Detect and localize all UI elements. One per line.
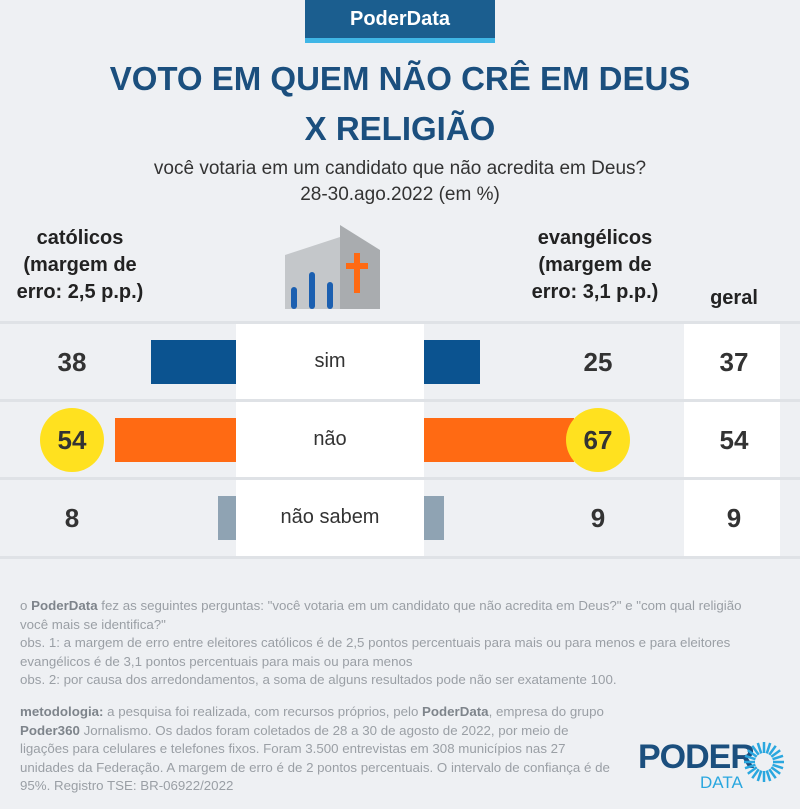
col-catolicos-line: erro: 2,5 p.p.): [16, 281, 144, 303]
methodology: metodologia: a pesquisa foi realizada, c…: [20, 703, 610, 796]
col-catolicos-line: católicos: [36, 227, 124, 249]
value-geral: 37: [719, 347, 749, 377]
value-catolicos: 8: [64, 503, 80, 533]
value-evangelicos: 9: [590, 503, 606, 533]
title-line-1: VOTO EM QUEM NÃO CRÊ EM DEUS: [109, 60, 691, 97]
value-evangelicos: 25: [583, 347, 613, 377]
logo-subtext: DATA: [700, 773, 743, 792]
row-divider: [0, 556, 800, 559]
logo-sunburst-icon: [744, 742, 784, 782]
col-catolicos: católicos (margem de erro: 2,5 p.p.): [0, 225, 160, 306]
church-icon: [285, 225, 380, 309]
category-label: sim: [314, 350, 346, 372]
subtitle: você votaria em um candidato que não acr…: [153, 158, 647, 179]
value-geral: 9: [726, 503, 742, 533]
note-text: , empresa do grupo: [488, 704, 604, 719]
geral-column: [684, 324, 780, 557]
row-divider: [0, 321, 800, 324]
poderdata-logo: PODER DATA: [638, 738, 755, 792]
date: 28-30.ago.2022 (em %): [300, 184, 500, 205]
value-catolicos: 54: [57, 425, 87, 455]
value-evangelicos: 67: [583, 425, 613, 455]
note-text: Jornalismo. Os dados foram coletados de …: [20, 722, 610, 794]
row-divider: [0, 477, 800, 480]
value-catolicos: 38: [57, 347, 87, 377]
col-evangelicos: evangélicos (margem de erro: 3,1 p.p.): [510, 225, 680, 306]
value-geral: 54: [719, 425, 749, 455]
bar-catolicos-nao: [115, 418, 236, 462]
brand-header: PoderData: [305, 0, 495, 43]
note-text: PoderData: [31, 598, 98, 613]
category-label: não sabem: [280, 506, 380, 528]
bar-evangelicos-nao: [424, 418, 575, 462]
highlight-circle: [566, 408, 630, 472]
highlight-circle: [40, 408, 104, 472]
note-text: fez as seguintes perguntas: "você votari…: [20, 598, 742, 632]
bar-catolicos-nao_sabem: [218, 496, 236, 540]
obs-2: obs. 2: por causa dos arredondamentos, a…: [20, 672, 617, 687]
col-geral: geral: [710, 287, 758, 309]
bar-evangelicos-sim: [424, 340, 480, 384]
logo-text: PODER: [638, 738, 755, 776]
col-evangelicos-line: erro: 3,1 p.p.): [531, 281, 659, 303]
col-evangelicos-line: (margem de: [538, 254, 652, 276]
obs-1: obs. 1: a margem de erro entre eleitores…: [20, 635, 731, 669]
row-divider: [0, 399, 800, 402]
note-text: o: [20, 598, 32, 613]
note-text: PoderData: [422, 704, 489, 719]
note-text: Poder360: [20, 722, 80, 738]
note-text: metodologia:: [20, 704, 104, 719]
col-catolicos-line: (margem de: [23, 254, 137, 276]
col-evangelicos-line: evangélicos: [537, 227, 653, 249]
title-line-2: X RELIGIÃO: [304, 110, 496, 147]
bar-catolicos-sim: [150, 340, 236, 384]
category-label: não: [313, 428, 347, 450]
note-text: a pesquisa foi realizada, com recursos p…: [103, 704, 423, 719]
notes: o PoderData fez as seguintes perguntas: …: [20, 597, 760, 690]
category-column: [236, 324, 424, 557]
bar-evangelicos-nao_sabem: [424, 496, 445, 540]
